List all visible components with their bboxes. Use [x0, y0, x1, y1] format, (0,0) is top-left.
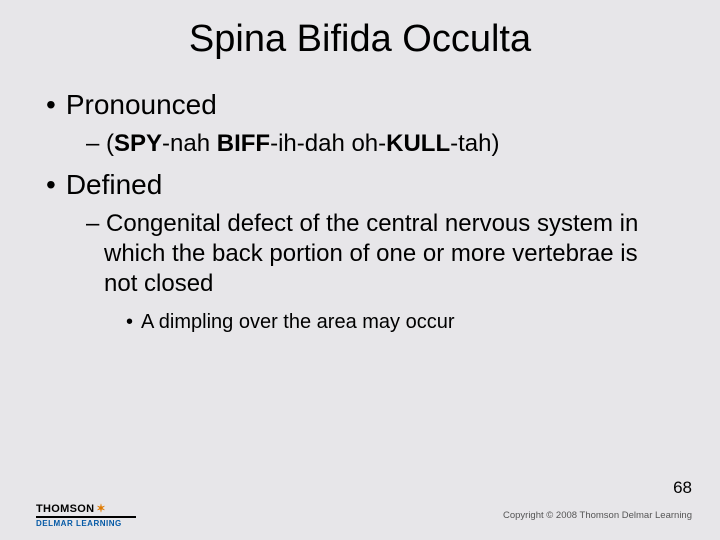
slide-footer: THOMSON✶ DELMAR LEARNING 68 Copyright © …	[0, 492, 720, 532]
sub-bullet-pronunciation: – (SPY-nah BIFF-ih-dah oh-KULL-tah)	[86, 129, 694, 159]
bullet-pronounced: • Pronounced	[46, 89, 694, 121]
sub-sub-bullet-dimpling: • A dimpling over the area may occur	[126, 311, 694, 334]
bullet-defined: • Defined	[46, 169, 694, 201]
logo-bottom-text: DELMAR LEARNING	[36, 519, 136, 528]
page-number: 68	[673, 478, 692, 498]
bullet-dot-icon: •	[126, 311, 133, 333]
publisher-logo: THOMSON✶ DELMAR LEARNING	[36, 502, 136, 528]
logo-divider	[36, 516, 136, 518]
star-icon: ✶	[96, 502, 106, 515]
sub-bullet-definition: – Congenital defect of the central nervo…	[86, 209, 672, 299]
bullet-dot-icon: •	[46, 169, 56, 200]
sub-sub-bullet-label: A dimpling over the area may occur	[141, 311, 455, 333]
bullet-defined-label: Defined	[66, 169, 163, 200]
logo-top-text: THOMSON	[36, 503, 94, 515]
slide-title: Spina Bifida Occulta	[26, 18, 694, 61]
bullet-pronounced-label: Pronounced	[66, 89, 217, 120]
bullet-dot-icon: •	[46, 89, 56, 120]
copyright-text: Copyright © 2008 Thomson Delmar Learning	[503, 510, 692, 521]
